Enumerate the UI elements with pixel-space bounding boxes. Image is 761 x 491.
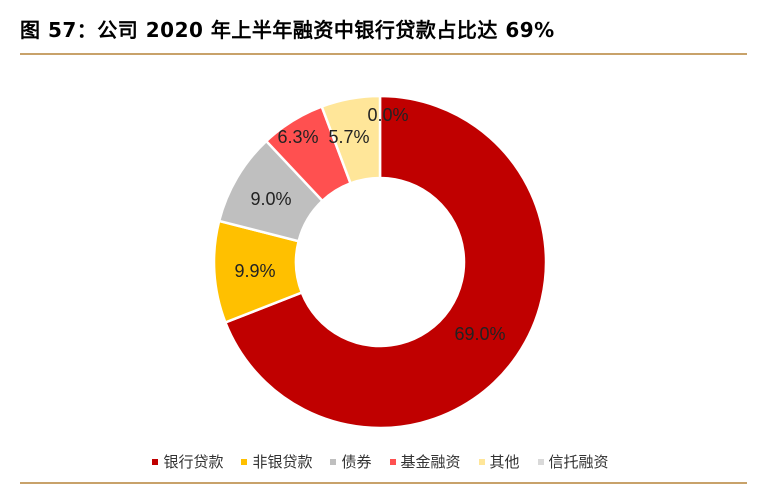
- legend-item-2: 非银贷款: [241, 451, 312, 472]
- legend-swatch-6: [537, 458, 544, 465]
- chart-legend: 银行贷款 非银贷款 债券 基金融资 其他 信托融资: [0, 451, 761, 472]
- slice-label-3: 9.0%: [250, 189, 291, 209]
- legend-label-1: 银行贷款: [163, 453, 224, 471]
- slice-label-6: 0.0%: [367, 105, 408, 125]
- legend-swatch-4: [389, 458, 396, 465]
- legend-item-4: 基金融资: [389, 451, 461, 472]
- legend-label-6: 信托融资: [548, 453, 609, 471]
- legend-label-5: 其他: [489, 453, 520, 471]
- legend-swatch-3: [330, 458, 337, 465]
- top-divider: [20, 53, 747, 55]
- slice-label-5: 5.7%: [328, 127, 369, 147]
- legend-swatch-1: [152, 458, 159, 465]
- slice-5: [320, 94, 382, 185]
- legend-item-3: 债券: [330, 451, 372, 472]
- bottom-divider: [20, 482, 747, 484]
- figure-title: 图 57：公司 2020 年上半年融资中银行贷款占比达 69%: [20, 18, 555, 42]
- slice-label-1: 69.0%: [454, 324, 505, 344]
- legend-label-2: 非银贷款: [252, 453, 313, 471]
- legend-label-3: 债券: [341, 453, 372, 471]
- legend-item-5: 其他: [478, 451, 520, 472]
- legend-item-6: 信托融资: [537, 451, 609, 472]
- legend-label-4: 基金融资: [400, 453, 461, 471]
- slice-label-2: 9.9%: [234, 261, 275, 281]
- legend-swatch-5: [478, 458, 485, 465]
- slice-1: [223, 94, 548, 430]
- slice-label-4: 6.3%: [277, 127, 318, 147]
- legend-swatch-2: [241, 458, 248, 465]
- donut-chart: 69.0% 9.9% 9.0% 6.3% 5.7%0.0%: [212, 94, 548, 430]
- legend-item-1: 银行贷款: [152, 451, 223, 472]
